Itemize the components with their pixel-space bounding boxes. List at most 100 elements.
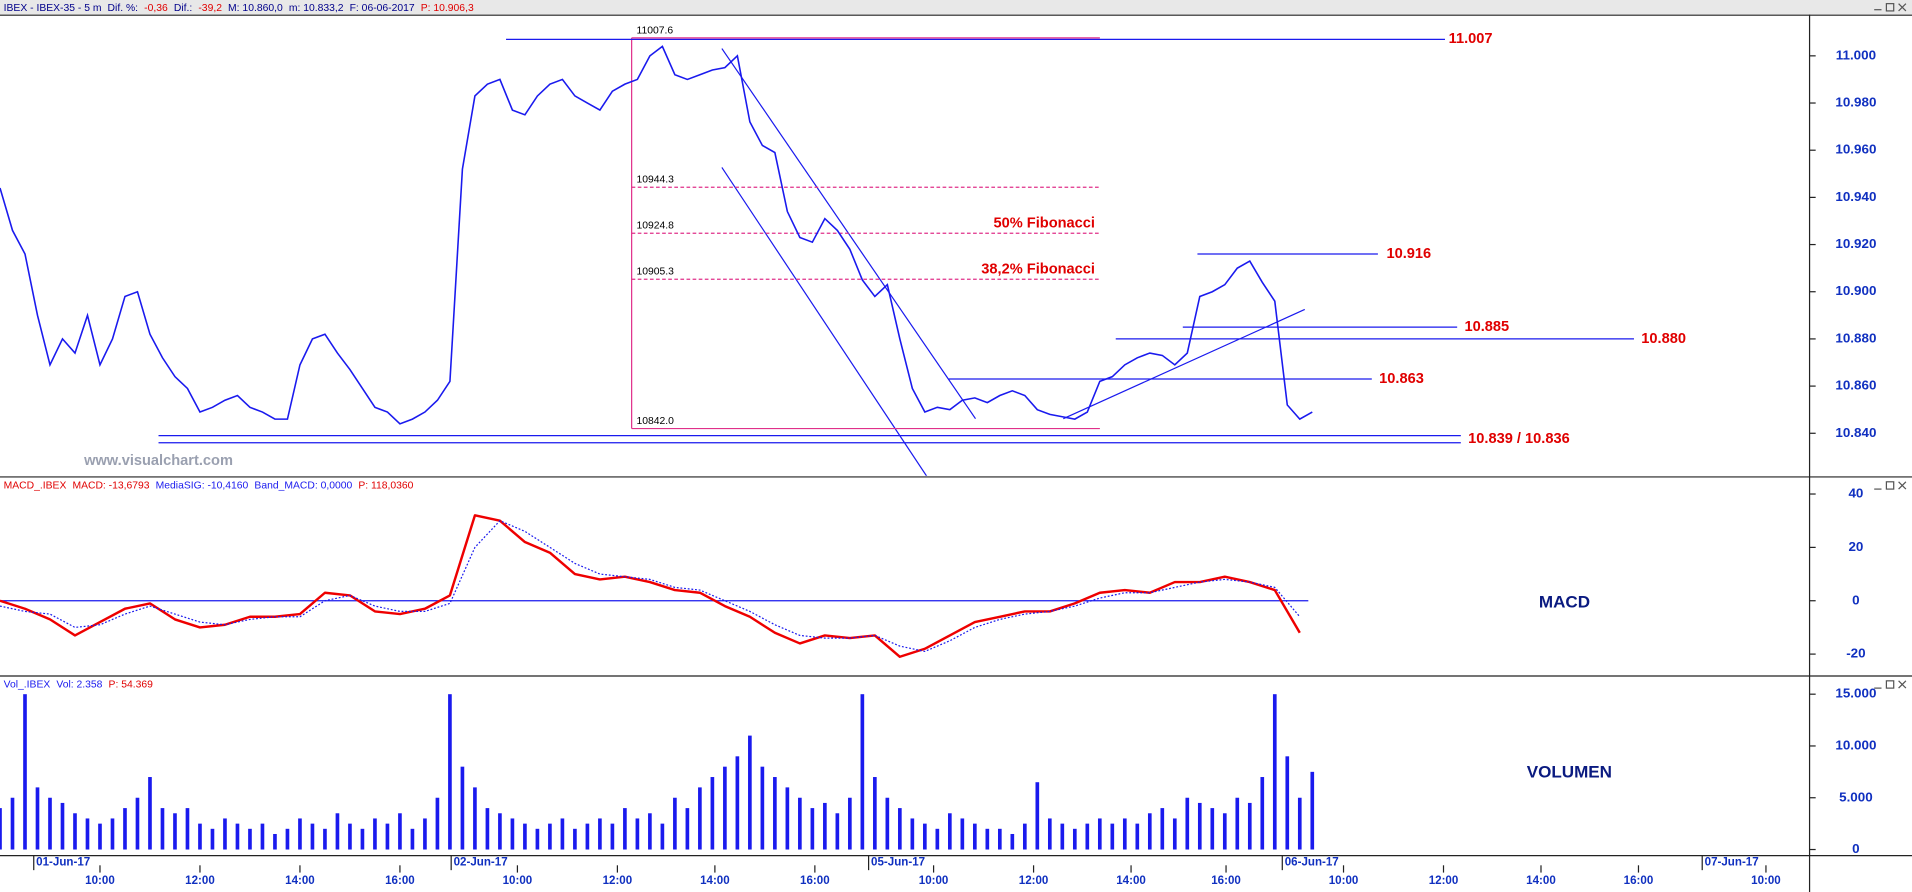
volume-bar — [985, 828, 990, 850]
volume-bar — [73, 813, 77, 850]
legend-item: Band_MACD: 0,0000 — [254, 480, 352, 491]
volume-bar — [573, 828, 577, 850]
date-label: 02-Jun-17 — [454, 856, 508, 868]
watermark: www.visualchart.com — [83, 453, 233, 469]
y-tick-label: 10.960 — [1835, 142, 1876, 157]
legend-item: MACD_.IBEX — [4, 480, 67, 491]
volume-bar — [148, 777, 152, 850]
y-tick-label: 10.860 — [1835, 378, 1876, 393]
volume-bar — [85, 818, 90, 850]
volume-bar — [373, 818, 377, 850]
legend-item: Vol_.IBEX — [4, 679, 51, 690]
volume-bar — [198, 823, 202, 850]
panel-title: MACD — [1539, 593, 1590, 612]
volume-bar — [660, 823, 665, 850]
legend-item: Dif. %: — [108, 3, 138, 14]
x-tick-label: 14:00 — [285, 875, 315, 887]
volume-bar — [560, 818, 565, 850]
legend-item: MACD: -13,6793 — [72, 480, 149, 491]
volume-bar — [210, 828, 215, 850]
volume-bar — [835, 813, 840, 850]
volume-bar — [1297, 797, 1302, 850]
volume-bar — [523, 823, 527, 850]
legend-item: Dif.: — [174, 3, 192, 14]
legend-item: IBEX - IBEX-35 - 5 m — [4, 3, 102, 14]
macd-line — [0, 514, 1301, 658]
volume-bar — [285, 828, 290, 850]
volume-bar — [310, 823, 315, 850]
x-tick-label: 16:00 — [1624, 875, 1654, 887]
legend-item: F: 06-06-2017 — [350, 3, 415, 14]
y-tick-label: 11.000 — [1836, 47, 1876, 62]
fib-label: 10842.0 — [637, 416, 675, 427]
x-tick-label: 16:00 — [385, 875, 415, 887]
volume-bar — [585, 823, 590, 850]
volume-bar — [248, 828, 252, 850]
volume-bar — [1110, 823, 1115, 850]
legend-item: P: 54.369 — [109, 679, 154, 690]
volume-bar — [1135, 823, 1140, 850]
volume-bar — [60, 802, 65, 850]
date-label: 01-Jun-17 — [36, 856, 90, 868]
volume-bar — [873, 777, 877, 850]
window-controls[interactable] — [1874, 3, 1907, 689]
volume-bar — [1035, 782, 1040, 850]
x-tick-label: 12:00 — [1429, 875, 1459, 887]
header-text: IBEX - IBEX-35 - 5 m Dif. %: -0,36 Dif.: -39… — [4, 3, 474, 14]
fib-label: 10924.8 — [637, 221, 675, 232]
volume-bar — [48, 797, 52, 850]
y-tick-label: 10.900 — [1835, 283, 1876, 298]
volume-bar — [973, 823, 977, 850]
volume-bar — [0, 808, 2, 850]
volume-bar — [173, 813, 177, 850]
volume-bar — [510, 818, 515, 850]
volume-bar — [773, 777, 777, 850]
volume-bar — [848, 797, 852, 850]
panel-borders — [0, 14, 1912, 892]
x-tick-label: 14:00 — [1116, 875, 1146, 887]
volume-bar — [785, 787, 790, 850]
volume-bar — [1022, 823, 1027, 850]
volume-bar — [260, 823, 265, 850]
date-label: 05-Jun-17 — [871, 856, 925, 868]
x-tick-label: 16:00 — [800, 875, 830, 887]
volume-bar — [223, 818, 227, 850]
x-tick-label: 16:00 — [1211, 875, 1241, 887]
x-tick-label: 10:00 — [1329, 875, 1359, 887]
x-tick-label: 10:00 — [85, 875, 115, 887]
volume-bar — [648, 813, 652, 850]
legend-item: Vol: 2.358 — [56, 679, 102, 690]
volume-bar — [710, 777, 715, 850]
volume-bar — [1147, 813, 1152, 850]
volume-bar — [423, 818, 427, 850]
x-tick-label: 14:00 — [1526, 875, 1556, 887]
volume-bar — [548, 823, 552, 850]
fib-note: 38,2% Fibonacci — [981, 261, 1095, 277]
y-tick-label: 10.920 — [1835, 236, 1876, 251]
volume-bar — [673, 797, 677, 850]
volume-bar — [1060, 823, 1065, 850]
volume-bar — [1210, 808, 1215, 850]
volume-bar — [698, 787, 702, 850]
volume-bar — [948, 813, 952, 850]
legend-item: m: 10.833,2 — [289, 3, 344, 14]
y-tick-label: 5.000 — [1839, 789, 1873, 804]
volume-bar — [1010, 833, 1015, 850]
volume-bar — [360, 828, 365, 850]
volume-bar — [760, 766, 765, 850]
legend-item: -39,2 — [198, 3, 222, 14]
x-tick-label: 10:00 — [919, 875, 949, 887]
volume-bar — [398, 813, 402, 850]
volume-bar — [960, 818, 965, 850]
volume-bar — [1160, 808, 1165, 850]
legend-item: -0,36 — [144, 3, 168, 14]
volume-bar — [935, 828, 940, 850]
date-label: 07-Jun-17 — [1705, 856, 1759, 868]
level-label: 10.916 — [1386, 246, 1431, 262]
volume-bar — [1072, 828, 1077, 850]
level-label: 10.839 / 10.836 — [1468, 431, 1570, 447]
legend: MACD_.IBEX MACD: -13,6793 MediaSIG: -10,41… — [4, 480, 414, 491]
volume-bar — [1235, 797, 1240, 850]
macd-line — [0, 520, 1301, 653]
volume-bar — [1272, 694, 1277, 850]
